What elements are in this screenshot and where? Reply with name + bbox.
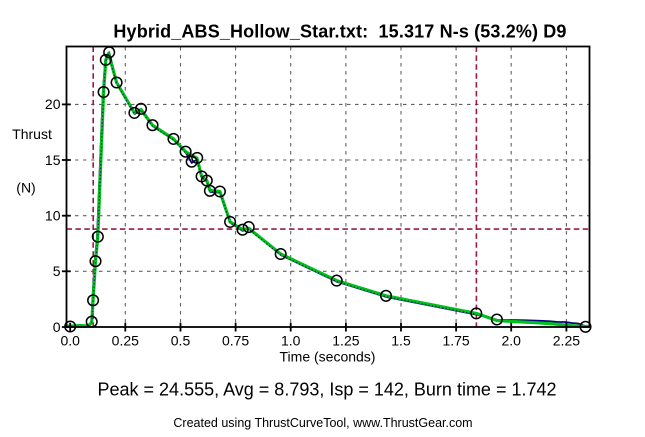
svg-text:0: 0 — [53, 319, 61, 335]
svg-text:0.25: 0.25 — [112, 333, 139, 349]
svg-text:Thrust: Thrust — [12, 126, 52, 142]
svg-text:0.5: 0.5 — [171, 333, 191, 349]
svg-text:1.75: 1.75 — [442, 333, 469, 349]
svg-text:1.0: 1.0 — [281, 333, 301, 349]
svg-text:1.5: 1.5 — [391, 333, 411, 349]
svg-text:Hybrid_ABS_Hollow_Star.txt: 1: Hybrid_ABS_Hollow_Star.txt: 15.317 N-s (… — [113, 22, 566, 42]
svg-text:2.0: 2.0 — [501, 333, 521, 349]
svg-text:0.75: 0.75 — [222, 333, 249, 349]
svg-text:2.25: 2.25 — [553, 333, 580, 349]
svg-text:Time (seconds): Time (seconds) — [280, 348, 376, 364]
svg-text:15: 15 — [45, 152, 61, 168]
svg-text:0.0: 0.0 — [60, 333, 80, 349]
svg-text:1.25: 1.25 — [332, 333, 359, 349]
svg-text:10: 10 — [45, 208, 61, 224]
svg-text:Created using ThrustCurveTool,: Created using ThrustCurveTool, www.Thrus… — [173, 416, 472, 430]
svg-text:5: 5 — [53, 263, 61, 279]
svg-text:Peak = 24.555, Avg = 8.793, Is: Peak = 24.555, Avg = 8.793, Isp = 142, B… — [98, 380, 557, 400]
svg-text:20: 20 — [45, 96, 61, 112]
svg-text:(N): (N) — [16, 179, 35, 195]
